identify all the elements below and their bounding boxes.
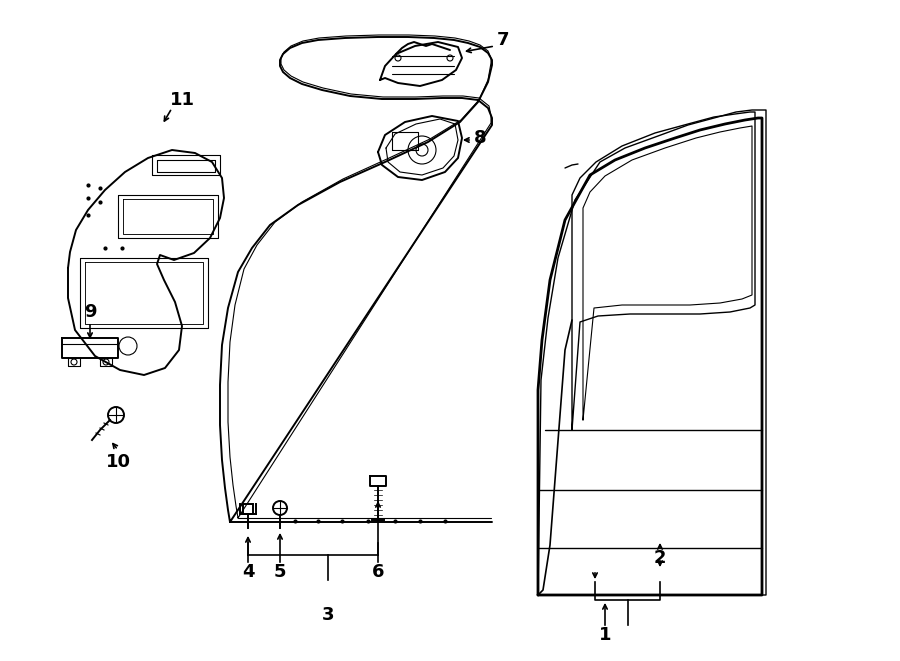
Text: 11: 11 [169,91,194,109]
Text: 10: 10 [105,453,130,471]
Text: 5: 5 [274,563,286,581]
Text: 4: 4 [242,563,254,581]
Text: 2: 2 [653,549,666,567]
Text: 3: 3 [322,606,334,624]
Text: 7: 7 [497,31,509,49]
Text: 1: 1 [598,626,611,644]
Text: 9: 9 [84,303,96,321]
Text: 8: 8 [473,129,486,147]
Text: 6: 6 [372,563,384,581]
